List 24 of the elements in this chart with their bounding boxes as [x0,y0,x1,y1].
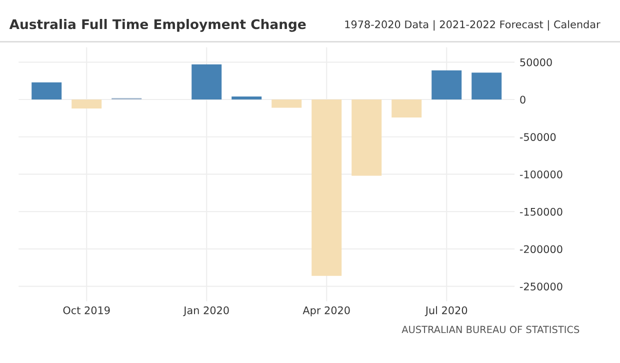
bar [72,100,102,108]
bar [392,100,422,118]
bar [272,100,302,108]
bar [312,100,342,276]
text: AUSTRALIAN BUREAU OF STATISTICS [402,326,580,334]
bar [472,72,502,100]
y-tick-label: -200000 [520,245,562,254]
y-tick-label: -150000 [520,208,562,216]
x-tick-label: Oct 2019 [63,306,110,314]
x-tick-label: Jan 2020 [183,306,229,316]
chart-title: Australia Full Time Employment Change [9,18,306,32]
x-tick-label: Apr 2020 [302,306,350,316]
bar [32,82,62,100]
y-tick-label: 50000 [520,58,552,66]
y-tick-label: -50000 [520,133,556,141]
y-tick-label: 0 [520,96,526,104]
bar [352,100,382,176]
bar [232,96,262,100]
bar [432,70,462,100]
y-tick-label: -100000 [520,170,562,178]
chart-subtitle: 1978-2020 Data | 2021-2022 Forecast | Calendar [345,20,600,31]
x-tick-label: Jul 2020 [424,306,468,316]
bar [192,64,222,100]
y-tick-label: -250000 [520,282,562,290]
